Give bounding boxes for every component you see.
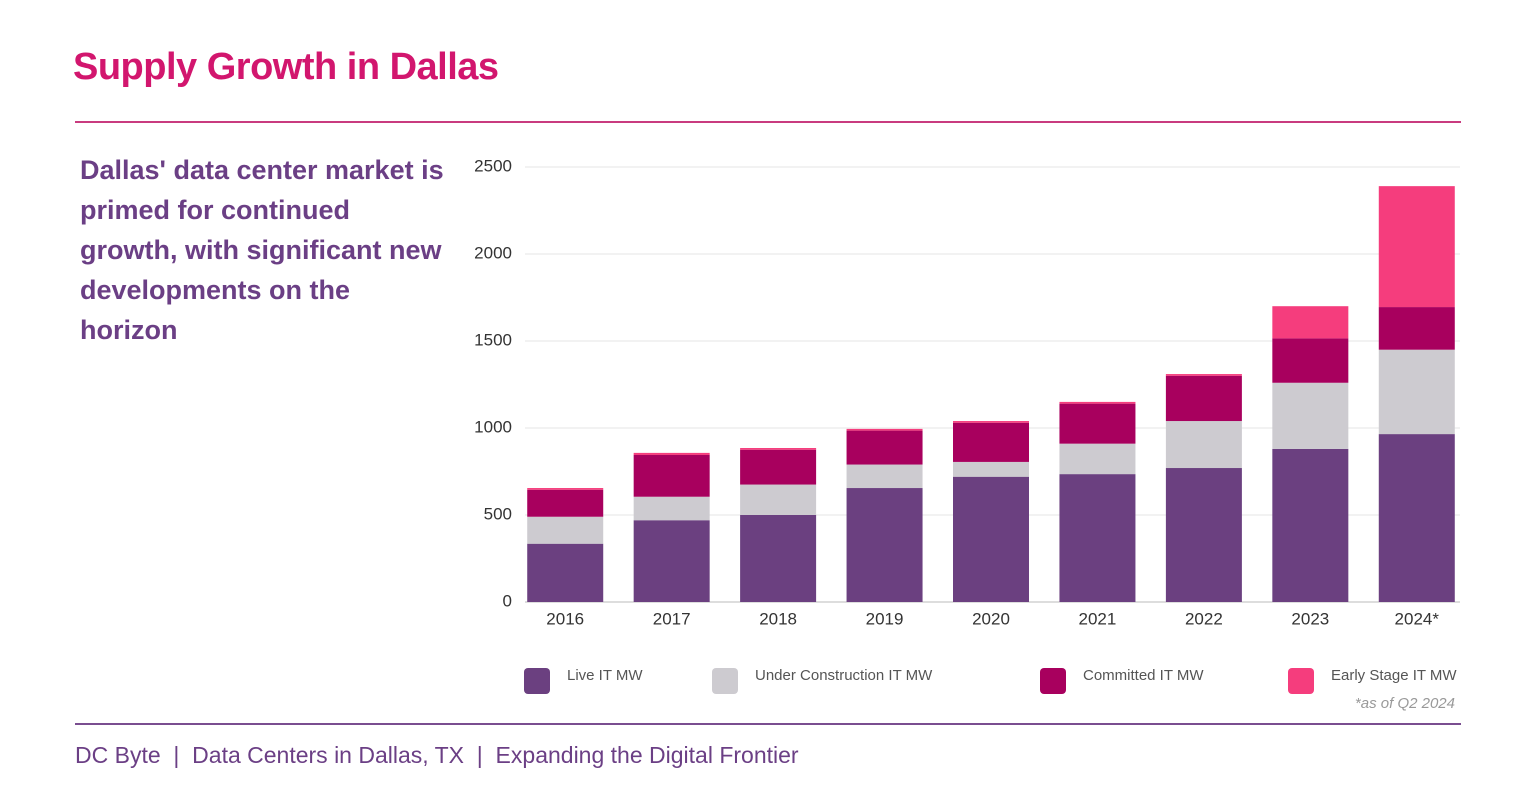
- bar-segment: [740, 448, 817, 450]
- bar-segment: [1272, 338, 1349, 383]
- bar-segment: [527, 516, 604, 544]
- bar-segment: [1059, 401, 1136, 404]
- bar-segment: [846, 430, 923, 465]
- bar-segment: [1165, 374, 1242, 376]
- legend-swatch: [1288, 668, 1314, 694]
- bar-segment: [953, 422, 1029, 462]
- bar-segment: [740, 449, 817, 485]
- x-tick-label: 2024*: [1395, 609, 1440, 628]
- x-tick-label: 2023: [1291, 609, 1329, 628]
- legend-swatch: [712, 668, 738, 694]
- bar-segment: [740, 484, 817, 515]
- divider: [75, 723, 1461, 725]
- footer: DC Byte | Data Centers in Dallas, TX | E…: [75, 742, 799, 768]
- x-tick-label: 2018: [759, 609, 797, 628]
- bar-segment: [846, 464, 923, 489]
- y-tick-label: 2500: [474, 156, 512, 175]
- bar-segment: [633, 520, 710, 602]
- x-tick-label: 2022: [1185, 609, 1223, 628]
- bar-segment: [1272, 448, 1349, 602]
- legend-label: Live IT MW: [567, 667, 643, 684]
- bar-segment: [1272, 306, 1349, 339]
- legend-label: Committed IT MW: [1083, 667, 1204, 684]
- bar-segment: [1272, 382, 1349, 449]
- x-tick-label: 2020: [972, 609, 1010, 628]
- bar-segment: [1378, 307, 1455, 350]
- bar-segment: [1378, 186, 1455, 308]
- bar-segment: [740, 515, 817, 602]
- bar-segment: [953, 476, 1029, 602]
- bar-segment: [1059, 474, 1136, 602]
- bar-segment: [633, 454, 710, 497]
- note: *as of Q2 2024: [1355, 695, 1455, 712]
- bar-segment: [953, 421, 1029, 423]
- bar-segment: [633, 452, 710, 455]
- bar-segment: [1378, 434, 1455, 602]
- page-title: Supply Growth in Dallas: [73, 46, 499, 88]
- bar-segment: [1165, 468, 1242, 602]
- legend-label: Under Construction IT MW: [755, 667, 933, 684]
- legend-swatch: [1040, 668, 1066, 694]
- y-tick-label: 500: [484, 504, 512, 523]
- bar-segment: [953, 461, 1029, 477]
- bar-segment: [846, 488, 923, 602]
- subtitle: Dallas' data center market is primed for…: [80, 155, 444, 345]
- y-tick-label: 1500: [474, 330, 512, 349]
- y-tick-label: 1000: [474, 417, 512, 436]
- bar-segment: [633, 496, 710, 521]
- bar-segment: [1165, 375, 1242, 422]
- bar-segment: [527, 489, 604, 517]
- x-tick-label: 2019: [866, 609, 904, 628]
- bar-segment: [846, 428, 923, 431]
- bar-segment: [1059, 403, 1136, 444]
- legend-label: Early Stage IT MW: [1331, 667, 1457, 684]
- divider: [75, 121, 1461, 123]
- bar-segment: [527, 543, 604, 602]
- bar-segment: [527, 488, 604, 490]
- x-tick-label: 2021: [1079, 609, 1117, 628]
- x-tick-label: 2017: [653, 609, 691, 628]
- y-tick-label: 2000: [474, 243, 512, 262]
- y-tick-label: 0: [503, 591, 512, 610]
- bar-segment: [1059, 443, 1136, 475]
- x-tick-label: 2016: [546, 609, 584, 628]
- bar-segment: [1378, 349, 1455, 435]
- bar-segment: [1165, 421, 1242, 469]
- legend-swatch: [524, 668, 550, 694]
